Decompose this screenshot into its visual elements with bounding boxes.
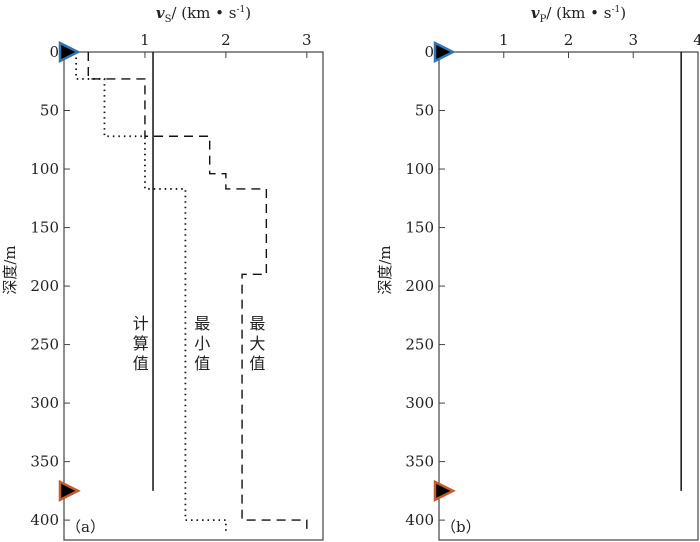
y-tick-label: 250 <box>405 336 434 354</box>
y-axis-title: 深度/m <box>376 245 394 294</box>
y-tick-label: 300 <box>30 394 59 412</box>
title-title-close: ) <box>620 4 626 22</box>
y-tick-label: 400 <box>405 511 434 529</box>
title-title-exp: -1 <box>237 5 246 15</box>
x-tick-label: 1 <box>140 31 150 49</box>
x-tick-label: 3 <box>302 31 312 49</box>
panel-label: （a） <box>66 518 105 536</box>
x-tick-label: 2 <box>221 31 231 49</box>
title-title-exp: -1 <box>611 5 620 15</box>
title-title-unit: / (km • s <box>546 4 611 22</box>
title-title-var: v <box>156 4 165 22</box>
title-title-sub: S <box>165 14 172 25</box>
bottom-marker-triangle-icon <box>58 479 81 502</box>
y-tick-label: 350 <box>405 453 434 471</box>
top-marker-triangle-icon <box>58 40 81 64</box>
panel-a: vS/ (km • s-1) 1 2 3 0 50 100 150 200 250 300 350 40… <box>1 4 324 541</box>
y-axis-title: 深度/m <box>1 245 19 294</box>
y-tick-label: 100 <box>405 160 434 178</box>
y-tick-label: 0 <box>49 43 59 61</box>
x-tick-label: 1 <box>499 31 509 49</box>
plot-frame <box>438 51 699 541</box>
y-tick-label: 50 <box>40 102 59 120</box>
annotation-label: 最大值 <box>246 315 265 375</box>
panel-b: vP/ (km • s-1) 1 2 3 4 0 50 100 150 200 250 300 350 4… <box>376 4 700 541</box>
series-dashed-line <box>87 52 308 532</box>
title-title-var: v <box>531 4 540 22</box>
x-axis-title: vS/ (km • s-1) <box>156 4 251 25</box>
series-dotted-line <box>75 52 227 532</box>
x-tick-label: 2 <box>564 31 574 49</box>
plot-frame <box>63 51 324 541</box>
y-tick-label: 300 <box>405 394 434 412</box>
panel-label: （b） <box>441 518 481 536</box>
y-tick-label: 100 <box>30 160 59 178</box>
y-tick-label: 250 <box>30 336 59 354</box>
annotation-label: 计算值 <box>130 315 149 375</box>
y-tick-label: 150 <box>405 219 434 237</box>
title-title-sub: P <box>540 14 547 25</box>
y-tick-label: 0 <box>424 43 434 61</box>
bottom-marker-triangle-icon <box>433 479 456 502</box>
y-tick-label: 50 <box>415 102 434 120</box>
y-tick-label: 200 <box>30 277 59 295</box>
annotation-label: 最小值 <box>191 315 210 375</box>
top-marker-triangle-icon <box>433 40 456 64</box>
x-axis-title: vP/ (km • s-1) <box>531 4 626 25</box>
x-tick-label: 4 <box>693 31 700 49</box>
y-tick-label: 350 <box>30 453 59 471</box>
x-tick-label: 3 <box>628 31 638 49</box>
y-tick-label: 150 <box>30 219 59 237</box>
title-title-unit: / (km • s <box>171 4 236 22</box>
title-title-close: ) <box>245 4 251 22</box>
y-tick-label: 200 <box>405 277 434 295</box>
y-tick-label: 400 <box>30 511 59 529</box>
